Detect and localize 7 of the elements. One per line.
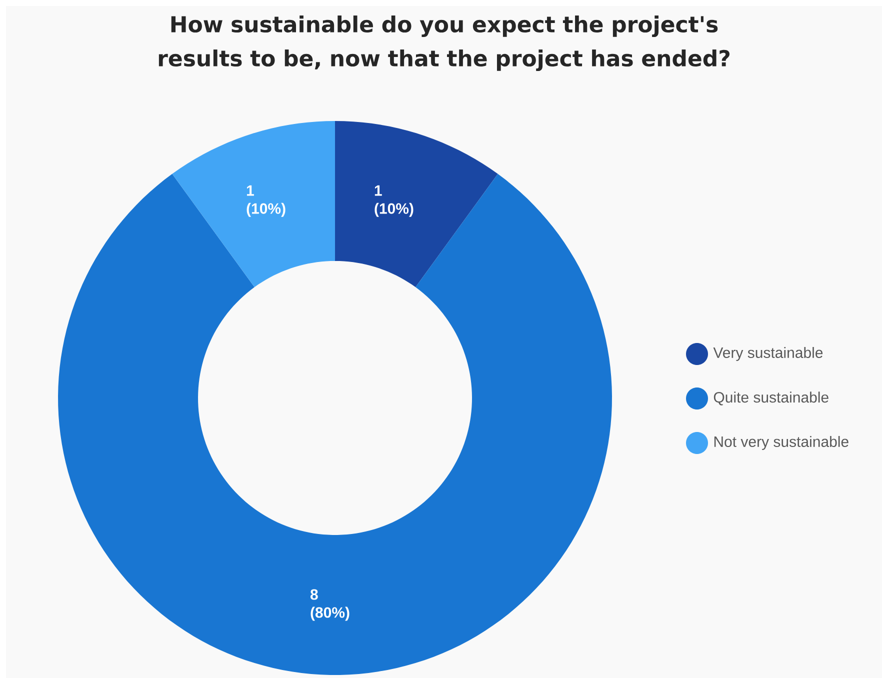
legend-label: Quite sustainable: [714, 392, 828, 406]
chart-title: How sustainable do you expect the project's results to be, now that the project has ended?: [158, 16, 730, 71]
data-label: 1 (10%): [246, 185, 286, 217]
legend-label: Not very sustainable: [714, 436, 848, 450]
data-label: 8 (80%): [310, 589, 350, 621]
data-label: 1 (10%): [374, 185, 414, 217]
legend-label: Very sustainable: [713, 346, 823, 361]
